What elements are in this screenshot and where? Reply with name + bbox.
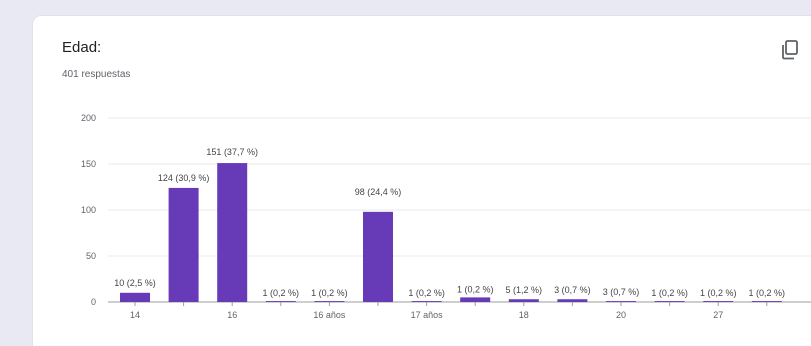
- data-label: 151 (37,7 %): [206, 147, 258, 157]
- bar[interactable]: [217, 163, 248, 302]
- copy-icon: [782, 40, 798, 60]
- y-tick-label: 0: [91, 297, 96, 307]
- data-label: 1 (0,2 %): [700, 288, 737, 298]
- copy-chart-button[interactable]: [780, 39, 800, 61]
- bar[interactable]: [120, 292, 150, 302]
- bar[interactable]: [508, 299, 539, 302]
- x-tick-label: 17 años: [411, 310, 444, 320]
- data-label: 124 (30,9 %): [158, 173, 210, 183]
- bar[interactable]: [363, 211, 393, 302]
- question-card: Edad: 401 respuestas 200 150 100 50 0 10 (2,…: [33, 16, 811, 346]
- bar[interactable]: [557, 299, 588, 302]
- response-count: 401 respuestas: [62, 69, 131, 80]
- data-label: 3 (0,7 %): [554, 285, 591, 295]
- bar[interactable]: [168, 187, 199, 302]
- question-title: Edad:: [62, 39, 102, 56]
- y-axis-ticks: 200 150 100 50 0: [81, 113, 96, 307]
- bar-chart: 200 150 100 50 0 10 (2,5 %) 124 (30,9 %) 151 (…: [81, 113, 811, 320]
- bar[interactable]: [654, 301, 685, 302]
- bar[interactable]: [751, 301, 782, 302]
- data-label: 1 (0,2 %): [651, 288, 688, 298]
- chart-grid: [108, 117, 811, 303]
- data-label: 5 (1,2 %): [506, 285, 543, 295]
- bar-series: [120, 163, 782, 302]
- y-tick-label: 100: [81, 205, 96, 215]
- bar[interactable]: [460, 297, 491, 302]
- data-label: 1 (0,2 %): [263, 288, 300, 298]
- y-tick-label: 200: [81, 113, 96, 123]
- data-label: 3 (0,7 %): [603, 287, 640, 297]
- bar[interactable]: [606, 301, 636, 302]
- bar[interactable]: [265, 301, 296, 302]
- data-label: 1 (0,2 %): [311, 288, 348, 298]
- x-axis-ticks: 14 16 16 años 17 años 18 20 27: [130, 302, 768, 320]
- data-label: 1 (0,2 %): [408, 288, 445, 298]
- bar[interactable]: [703, 301, 734, 302]
- y-tick-label: 150: [81, 159, 96, 169]
- data-label: 10 (2,5 %): [114, 278, 156, 288]
- data-label: 1 (0,2 %): [749, 288, 786, 298]
- bar[interactable]: [314, 301, 345, 302]
- x-tick-label: 16 años: [313, 310, 346, 320]
- x-tick-label: 27: [713, 310, 723, 320]
- x-tick-label: 20: [616, 310, 626, 320]
- x-tick-label: 14: [130, 310, 140, 320]
- x-tick-label: 16: [227, 310, 237, 320]
- data-label: 98 (24,4 %): [355, 187, 402, 197]
- bar[interactable]: [411, 301, 442, 302]
- x-tick-label: 18: [519, 310, 529, 320]
- y-tick-label: 50: [86, 251, 96, 261]
- data-label: 1 (0,2 %): [457, 284, 494, 294]
- data-labels: 10 (2,5 %) 124 (30,9 %) 151 (37,7 %) 1 (0,2…: [114, 147, 785, 298]
